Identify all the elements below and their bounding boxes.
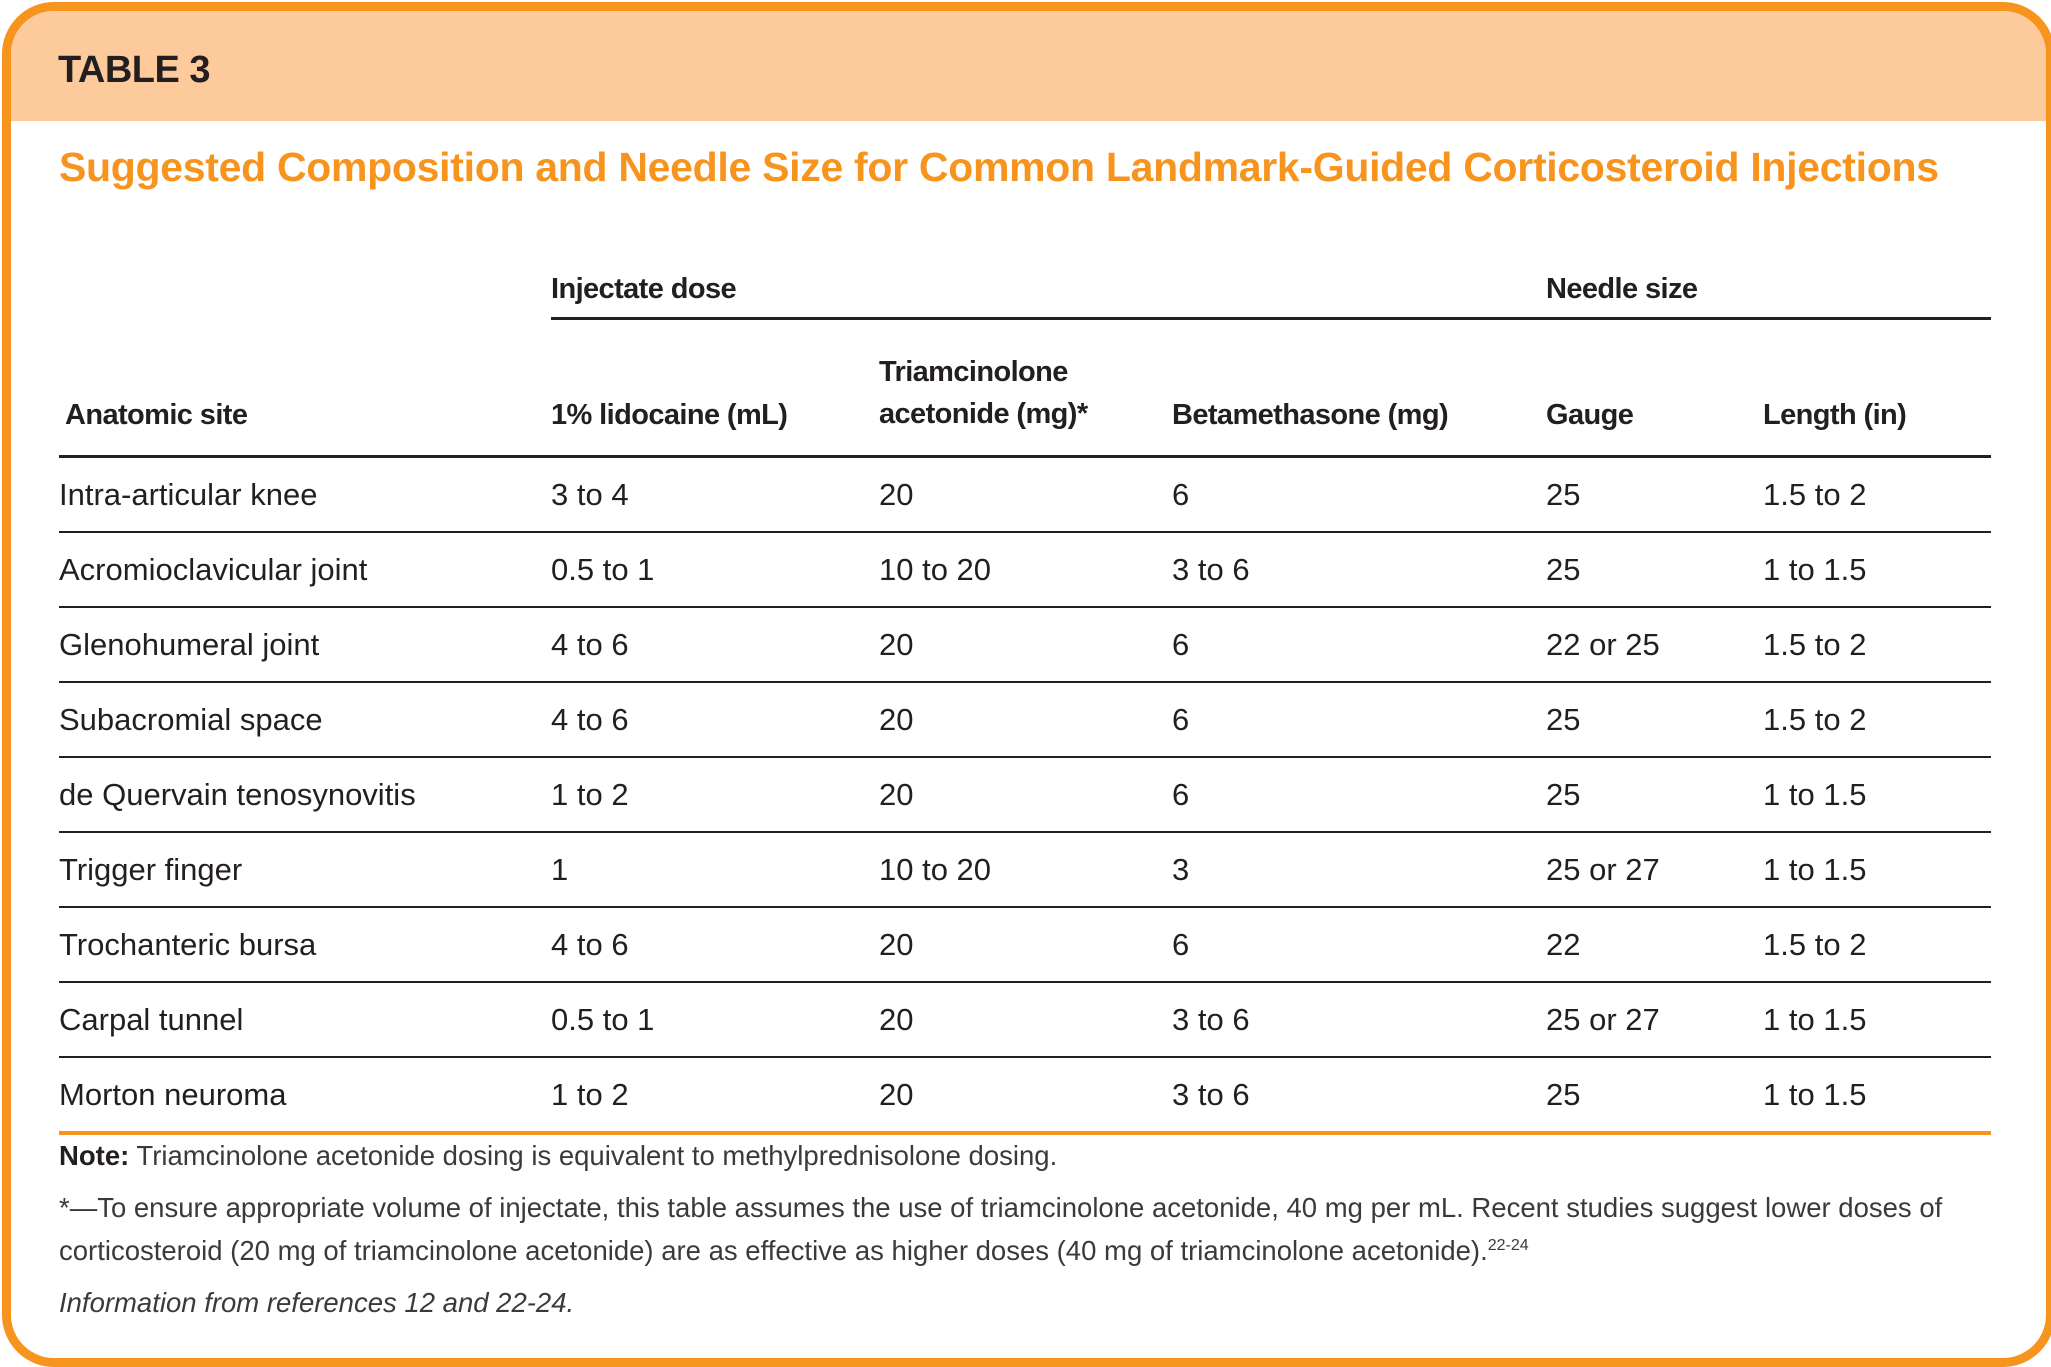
table-cell: 6: [1172, 456, 1547, 533]
table-cell: 1 to 2: [551, 1057, 879, 1135]
table-row: Carpal tunnel 0.5 to 1 20 3 to 6 25 or 27 1 t…: [59, 982, 1992, 1058]
table-cell: 20: [879, 456, 1172, 533]
table-cell: 6: [1172, 907, 1547, 983]
group-header-injectate: Injectate dose: [551, 261, 1547, 320]
column-header: Triamcinolone acetonide (mg)*: [879, 318, 1172, 458]
group-header-needle: Needle size: [1546, 261, 1992, 320]
group-header-spacer: [59, 261, 551, 319]
table-cell: de Quervain tenosynovitis: [59, 757, 551, 833]
column-header: Anatomic site: [59, 318, 551, 458]
table-cell: 6: [1172, 607, 1547, 683]
table-cell: Glenohumeral joint: [59, 607, 551, 683]
table-cell: 6: [1172, 682, 1547, 758]
table-cell: 1 to 1.5: [1763, 532, 1992, 608]
column-header: Betamethasone (mg): [1172, 318, 1547, 458]
table-cell: 20: [879, 682, 1172, 758]
table-cell: Acromioclavicular joint: [59, 532, 551, 608]
data-table: Injectate dose Needle size Anatomic site…: [59, 261, 1992, 1135]
table-cell: Subacromial space: [59, 682, 551, 758]
table-cell: 20: [879, 1057, 1172, 1135]
table-row: Glenohumeral joint 4 to 6 20 6 22 or 25 1.5 t…: [59, 607, 1992, 683]
table-cell: 4 to 6: [551, 607, 879, 683]
table-cell: 3 to 6: [1172, 1057, 1547, 1135]
table-title: Suggested Composition and Needle Size fo…: [59, 144, 1939, 190]
table-cell: Carpal tunnel: [59, 982, 551, 1058]
table-row: de Quervain tenosynovitis 1 to 2 20 6 25 1 to…: [59, 757, 1992, 833]
footnote-text: *—To ensure appropriate volume of inject…: [59, 1192, 1943, 1267]
table-cell: 3 to 6: [1172, 532, 1547, 608]
table-cell: 0.5 to 1: [551, 532, 879, 608]
table-cell: 10 to 20: [879, 532, 1172, 608]
header-band: TABLE 3: [11, 11, 2046, 121]
footnote: *—To ensure appropriate volume of inject…: [59, 1189, 1999, 1270]
column-header: 1% lidocaine (mL): [551, 318, 879, 458]
footnote-refs: 22-24: [1487, 1237, 1529, 1254]
table-cell: 3: [1172, 832, 1547, 908]
table-notes: Note: Triamcinolone acetonide dosing is …: [59, 1137, 1999, 1336]
table-cell: 10 to 20: [879, 832, 1172, 908]
table-cell: 22: [1546, 907, 1764, 983]
table-cell: 25 or 27: [1546, 982, 1764, 1058]
note: Note: Triamcinolone acetonide dosing is …: [59, 1137, 1999, 1175]
table-cell: 1 to 1.5: [1763, 982, 1992, 1058]
table-cell: Trigger finger: [59, 832, 551, 908]
table-cell: 1: [551, 832, 879, 908]
table-cell: 20: [879, 907, 1172, 983]
table-row: Subacromial space 4 to 6 20 6 25 1.5 to 2: [59, 682, 1992, 758]
table-row: Intra-articular knee 3 to 4 20 6 25 1.5 to 2: [59, 456, 1992, 533]
column-header-row: Anatomic site 1% lidocaine (mL) Triamcinol…: [59, 318, 1992, 458]
table-cell: 1.5 to 2: [1763, 607, 1992, 683]
table-cell: 25: [1546, 456, 1764, 533]
note-text: Triamcinolone acetonide dosing is equiva…: [129, 1140, 1058, 1171]
note-label: Note:: [59, 1140, 130, 1171]
table-cell: 1 to 1.5: [1763, 1057, 1992, 1135]
table-cell: 25 or 27: [1546, 832, 1764, 908]
column-header: Length (in): [1763, 318, 1992, 458]
table-cell: 25: [1546, 532, 1764, 608]
table-cell: 1 to 1.5: [1763, 757, 1992, 833]
table-row: Trochanteric bursa 4 to 6 20 6 22 1.5 to 2: [59, 907, 1992, 983]
table-row: Acromioclavicular joint 0.5 to 1 10 to 20 3…: [59, 532, 1992, 608]
table-cell: 1 to 2: [551, 757, 879, 833]
table-cell: 1.5 to 2: [1763, 682, 1992, 758]
table-cell: 0.5 to 1: [551, 982, 879, 1058]
table-cell: 1 to 1.5: [1763, 832, 1992, 908]
column-header: Gauge: [1546, 318, 1764, 458]
table-cell: 20: [879, 982, 1172, 1058]
table-cell: 1.5 to 2: [1763, 907, 1992, 983]
table-cell: Intra-articular knee: [59, 456, 551, 533]
table-cell: 1.5 to 2: [1763, 456, 1992, 533]
source-text: Information from references 12 and 22-24…: [59, 1287, 575, 1319]
table-cell: 25: [1546, 1057, 1764, 1135]
table-row: Morton neuroma 1 to 2 20 3 to 6 25 1 to 1.5: [59, 1057, 1992, 1135]
table-row: Trigger finger 1 10 to 20 3 25 or 27 1 to 1.5: [59, 832, 1992, 908]
table-cell: 4 to 6: [551, 682, 879, 758]
table-cell: 20: [879, 607, 1172, 683]
table-cell: 25: [1546, 757, 1764, 833]
table-label: TABLE 3: [58, 49, 211, 91]
table-cell: 25: [1546, 682, 1764, 758]
table-cell: 22 or 25: [1546, 607, 1764, 683]
table-cell: 3 to 6: [1172, 982, 1547, 1058]
source: Information from references 12 and 22-24…: [59, 1284, 1999, 1322]
table-cell: Trochanteric bursa: [59, 907, 551, 983]
table-cell: 3 to 4: [551, 456, 879, 533]
table-cell: 4 to 6: [551, 907, 879, 983]
table-cell: 6: [1172, 757, 1547, 833]
table-cell: Morton neuroma: [59, 1057, 551, 1135]
table-cell: 20: [879, 757, 1172, 833]
